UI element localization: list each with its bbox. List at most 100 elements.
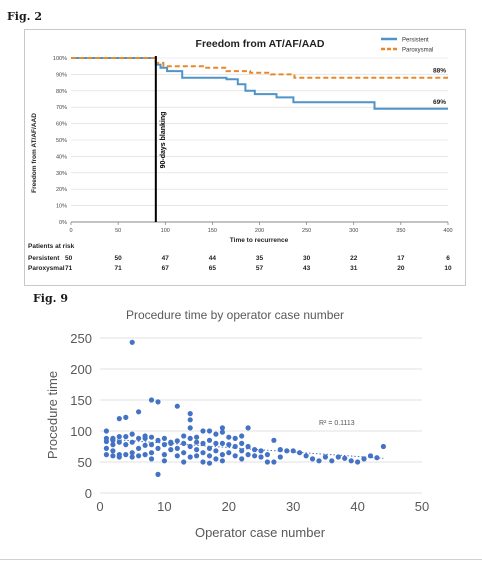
scatter-point (226, 434, 232, 440)
scatter-point (252, 453, 258, 459)
risk-row-persistent-label: Persistent (28, 255, 60, 262)
scatter-point (148, 434, 155, 440)
risk-count-paroxysmal: 20 (397, 265, 405, 272)
scatter-point (258, 448, 264, 454)
scatter-point (110, 453, 116, 459)
scatter-x-tick-label: 50 (415, 499, 429, 514)
km-series-persistent (71, 57, 448, 110)
scatter-point (142, 435, 148, 441)
scatter-point (148, 397, 155, 403)
scatter-point (219, 440, 225, 446)
km-x-tick-label: 350 (396, 228, 405, 234)
scatter-point (264, 452, 270, 458)
fig9-label: Fig. 9 (33, 292, 68, 305)
scatter-point (252, 447, 258, 453)
scatter-point (271, 459, 277, 465)
scatter-point (136, 445, 142, 451)
scatter-point (155, 437, 161, 443)
scatter-point (361, 456, 367, 462)
km-x-tick-label: 400 (443, 228, 452, 234)
scatter-point (316, 458, 322, 464)
scatter-point (181, 440, 187, 446)
scatter-point (136, 453, 142, 459)
scatter-x-tick-label: 10 (157, 499, 171, 514)
km-x-tick-label: 250 (302, 228, 311, 234)
km-y-tick-label: 70% (56, 105, 67, 111)
risk-count-persistent: 17 (397, 255, 405, 262)
scatter-point (206, 437, 213, 443)
scatter-point (161, 435, 167, 441)
scatter-point (206, 428, 213, 434)
scatter-point (322, 454, 328, 460)
scatter-y-tick-label: 250 (70, 331, 92, 346)
scatter-y-tick-label: 100 (70, 424, 92, 439)
legend-persistent-label: Persistent (402, 38, 429, 44)
scatter-point (245, 425, 251, 431)
km-legend: Persistent Paroxysmal (381, 38, 433, 54)
risk-count-paroxysmal: 57 (256, 265, 264, 272)
scatter-point (200, 440, 206, 446)
scatter-point (342, 455, 348, 461)
risk-count-paroxysmal: 31 (350, 265, 358, 272)
scatter-point (142, 452, 148, 458)
scatter-point (219, 425, 225, 431)
km-y-tick-label: 10% (56, 204, 67, 210)
risk-table-title: Patients at risk (28, 243, 75, 250)
trendline-r2-label: R² = 0.1113 (319, 420, 355, 427)
km-end-label-persistent: 69% (433, 99, 446, 106)
scatter-y-tick-label: 50 (78, 455, 92, 470)
fig2-label: Fig. 2 (7, 10, 42, 23)
scatter-point (103, 438, 109, 445)
scatter-point (136, 409, 142, 415)
scatter-point (116, 439, 122, 445)
bottom-divider (0, 559, 482, 560)
scatter-point (136, 435, 142, 441)
scatter-point (187, 443, 193, 450)
scatter-point (213, 448, 219, 454)
scatter-point (110, 442, 116, 448)
scatter-point (348, 458, 354, 464)
scatter-y-axis-label: Procedure time (45, 371, 60, 459)
scatter-point (142, 442, 148, 448)
scatter-point (219, 452, 225, 458)
scatter-point (161, 452, 167, 458)
scatter-point (380, 443, 386, 450)
scatter-point (155, 471, 161, 477)
risk-count-paroxysmal: 67 (162, 265, 170, 272)
km-end-label-paroxysmal: 88% (433, 68, 446, 75)
scatter-point (239, 440, 245, 446)
km-y-tick-label: 30% (56, 171, 67, 177)
scatter-title: Procedure time by operator case number (126, 308, 344, 322)
scatter-point (187, 454, 193, 460)
scatter-point (103, 452, 109, 458)
blanking-label: 90-days blanking (160, 112, 167, 169)
scatter-point (206, 460, 213, 466)
scatter-point (329, 458, 335, 464)
legend-paroxysmal-label: Paroxysmal (402, 48, 433, 54)
scatter-point (219, 458, 225, 464)
scatter-point (116, 416, 122, 422)
scatter-point (232, 435, 238, 441)
scatter-point (335, 454, 341, 460)
km-x-tick-label: 200 (255, 228, 264, 234)
km-series-paroxysmal (71, 57, 448, 79)
scatter-point (239, 448, 245, 454)
km-x-axis-label: Time to recurrence (230, 237, 289, 244)
risk-count-paroxysmal: 43 (303, 265, 311, 272)
scatter-y-tick-label: 200 (70, 362, 92, 377)
km-chart: 0% 10% 20% 30% 40% 50% 60% 70% 80% 90% 100% 0 50 100… (28, 38, 453, 273)
scatter-point (194, 453, 200, 459)
scatter-point (213, 431, 219, 437)
trendline (106, 438, 384, 459)
scatter-point (271, 437, 277, 443)
scatter-point (187, 417, 193, 423)
scatter-point (174, 403, 180, 409)
scatter-point (213, 440, 219, 446)
scatter-point (181, 459, 187, 465)
scatter-point (232, 453, 238, 459)
risk-count-persistent: 47 (162, 255, 170, 262)
scatter-y-tick-label: 0 (85, 486, 92, 501)
scatter-point (168, 447, 174, 453)
risk-count-persistent: 50 (65, 255, 73, 262)
km-chart-title: Freedom from AT/AF/AAD (196, 38, 325, 50)
